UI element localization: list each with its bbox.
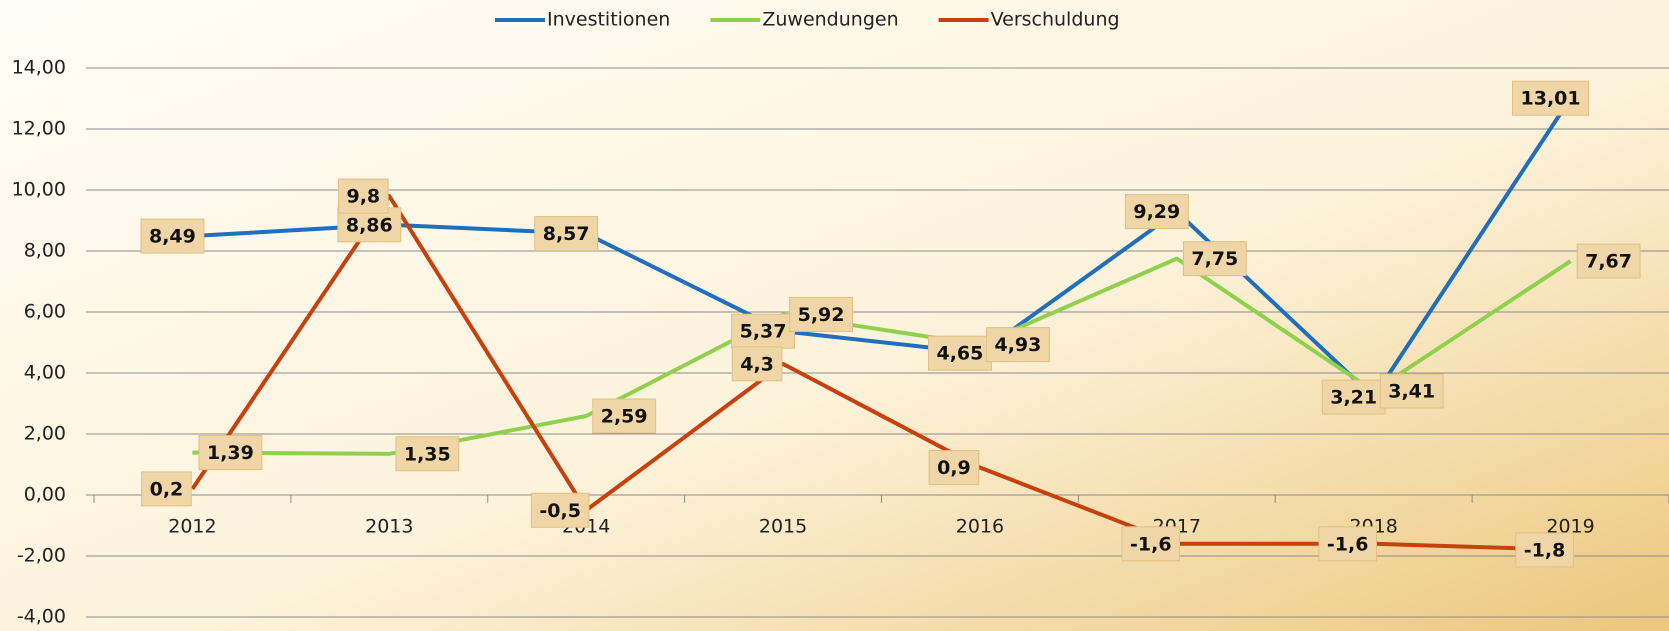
y-tick-label: 4,00 bbox=[24, 362, 66, 384]
data-label: 8,49 bbox=[149, 226, 196, 248]
data-label: 7,67 bbox=[1585, 251, 1632, 273]
label-box bbox=[789, 296, 854, 332]
legend-label: Investitionen bbox=[547, 9, 670, 31]
data-label: 8,86 bbox=[346, 214, 393, 236]
y-tick-label: 2,00 bbox=[24, 423, 66, 445]
data-label: 5,92 bbox=[798, 304, 845, 326]
x-tick-label: 2016 bbox=[956, 516, 1004, 538]
label-box bbox=[928, 450, 980, 486]
data-label: 2,59 bbox=[601, 406, 648, 428]
label-box bbox=[534, 216, 599, 252]
label-box bbox=[337, 178, 389, 214]
data-label: 13,01 bbox=[1521, 88, 1581, 110]
data-label: 3,21 bbox=[1330, 387, 1377, 409]
label-box bbox=[731, 313, 796, 349]
label-box bbox=[1182, 241, 1247, 277]
legend-label: Zuwendungen bbox=[762, 9, 898, 31]
data-label: 4,93 bbox=[994, 334, 1041, 356]
data-label: 0,2 bbox=[150, 478, 184, 500]
y-tick-label: 0,00 bbox=[24, 484, 66, 506]
data-label: 4,3 bbox=[740, 353, 774, 375]
label-box bbox=[198, 435, 263, 471]
legend-label: Verschuldung bbox=[991, 9, 1120, 31]
label-box bbox=[140, 218, 205, 254]
data-label: 0,9 bbox=[937, 457, 971, 479]
data-label: 1,39 bbox=[207, 442, 254, 464]
x-tick-label: 2015 bbox=[759, 516, 807, 538]
label-box bbox=[1576, 243, 1641, 279]
label-box bbox=[141, 471, 192, 507]
data-label: 4,65 bbox=[936, 343, 983, 365]
y-tick-label: 6,00 bbox=[24, 301, 66, 323]
label-box bbox=[731, 346, 783, 382]
data-label: -1,6 bbox=[1327, 533, 1369, 555]
label-box bbox=[1512, 80, 1590, 116]
label-box bbox=[927, 335, 992, 371]
y-tick-label: -2,00 bbox=[17, 545, 66, 567]
data-label: -1,8 bbox=[1524, 539, 1566, 561]
label-box bbox=[395, 436, 460, 472]
label-box bbox=[530, 492, 590, 528]
label-box bbox=[1121, 526, 1181, 562]
label-box bbox=[1515, 532, 1574, 568]
data-label: 3,41 bbox=[1388, 380, 1435, 402]
y-tick-label: -4,00 bbox=[17, 606, 66, 628]
y-tick-label: 14,00 bbox=[12, 57, 66, 79]
data-label: -1,6 bbox=[1130, 533, 1172, 555]
label-box bbox=[1379, 373, 1444, 409]
data-label: -0,5 bbox=[539, 500, 581, 522]
x-tick-label: 2013 bbox=[365, 516, 413, 538]
data-label: 1,35 bbox=[404, 443, 451, 465]
y-tick-label: 12,00 bbox=[12, 118, 66, 140]
data-label: 9,8 bbox=[346, 186, 380, 208]
data-label: 8,57 bbox=[543, 223, 590, 245]
data-label: 9,29 bbox=[1133, 201, 1180, 223]
y-tick-label: 8,00 bbox=[24, 240, 66, 262]
label-box bbox=[1318, 526, 1377, 562]
line-series bbox=[192, 97, 1573, 400]
x-tick-label: 2019 bbox=[1546, 516, 1594, 538]
data-label: 5,37 bbox=[740, 321, 787, 343]
label-box bbox=[592, 398, 657, 434]
x-tick-label: 2012 bbox=[168, 516, 216, 538]
label-box bbox=[985, 327, 1050, 363]
label-box bbox=[1124, 194, 1189, 230]
y-tick-label: 10,00 bbox=[12, 179, 66, 201]
data-label: 7,75 bbox=[1191, 248, 1238, 270]
